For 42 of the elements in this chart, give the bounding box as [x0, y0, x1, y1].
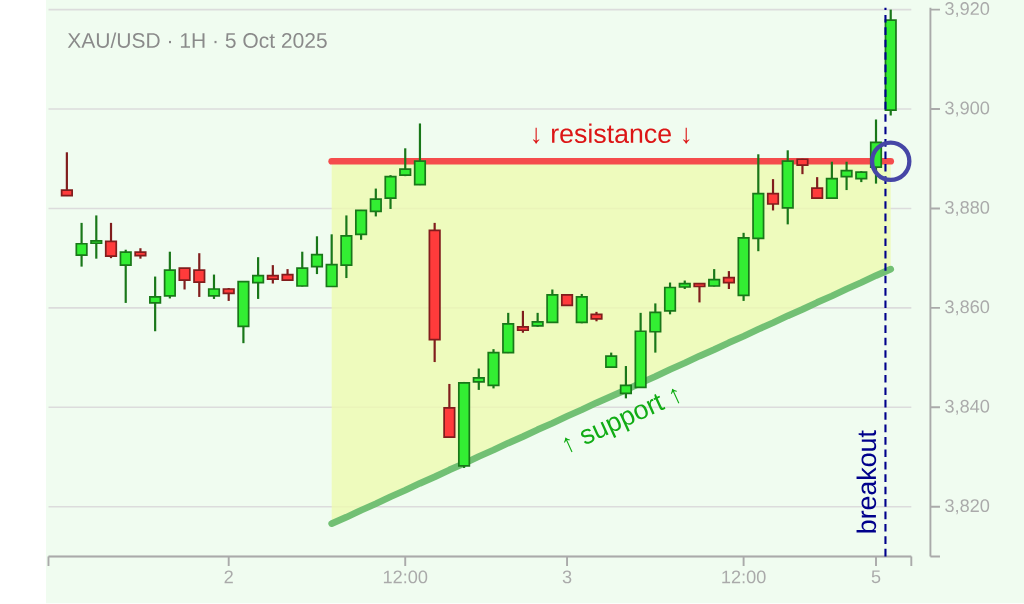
candlestick [266, 264, 279, 285]
candlestick [149, 275, 162, 333]
candlestick [399, 147, 412, 178]
x-tick-label: 2 [224, 570, 233, 584]
candlestick [663, 281, 677, 316]
candlestick [472, 367, 485, 392]
x-tick-label: 3 [562, 570, 572, 584]
candlestick [766, 178, 780, 212]
candlestick [369, 187, 382, 218]
candlestick [384, 174, 397, 211]
candlestick [325, 233, 338, 289]
annotation: breakout [856, 430, 877, 533]
series-label: ↓ resistance ↓ [533, 123, 690, 144]
x-tick-label: 12:00 [722, 570, 766, 584]
candlestick [90, 214, 103, 260]
y-tick-label: 3,900 [945, 101, 990, 117]
candlestick [516, 309, 530, 335]
candlestick [354, 209, 368, 242]
x-tick-label: 12:00 [383, 570, 428, 584]
candlestick [825, 160, 838, 201]
y-tick-label: 3,820 [945, 499, 990, 515]
y-tick-label: 3,920 [945, 2, 990, 18]
candlestick [207, 273, 221, 301]
candlestick [75, 221, 88, 268]
candlestick [60, 151, 73, 198]
candlestick [413, 122, 427, 187]
candlestick [119, 248, 132, 305]
text: XAU/USD · 1H · 5 Oct 2025 [67, 32, 327, 49]
candlestick [811, 176, 824, 200]
candlestick [193, 252, 206, 299]
candlestick [178, 267, 191, 291]
candlestick [649, 302, 662, 354]
candlestick [296, 250, 309, 288]
x-tick-label: 5 [871, 570, 881, 584]
y-tick-label: 3,860 [945, 300, 990, 316]
candlestick [252, 256, 265, 301]
candlestick [840, 160, 853, 192]
y-tick-label: 3,840 [945, 399, 990, 415]
candlestick [310, 235, 324, 276]
y-tick-label: 3,880 [945, 201, 990, 217]
candlestick [104, 221, 118, 260]
candlestick [693, 282, 706, 304]
